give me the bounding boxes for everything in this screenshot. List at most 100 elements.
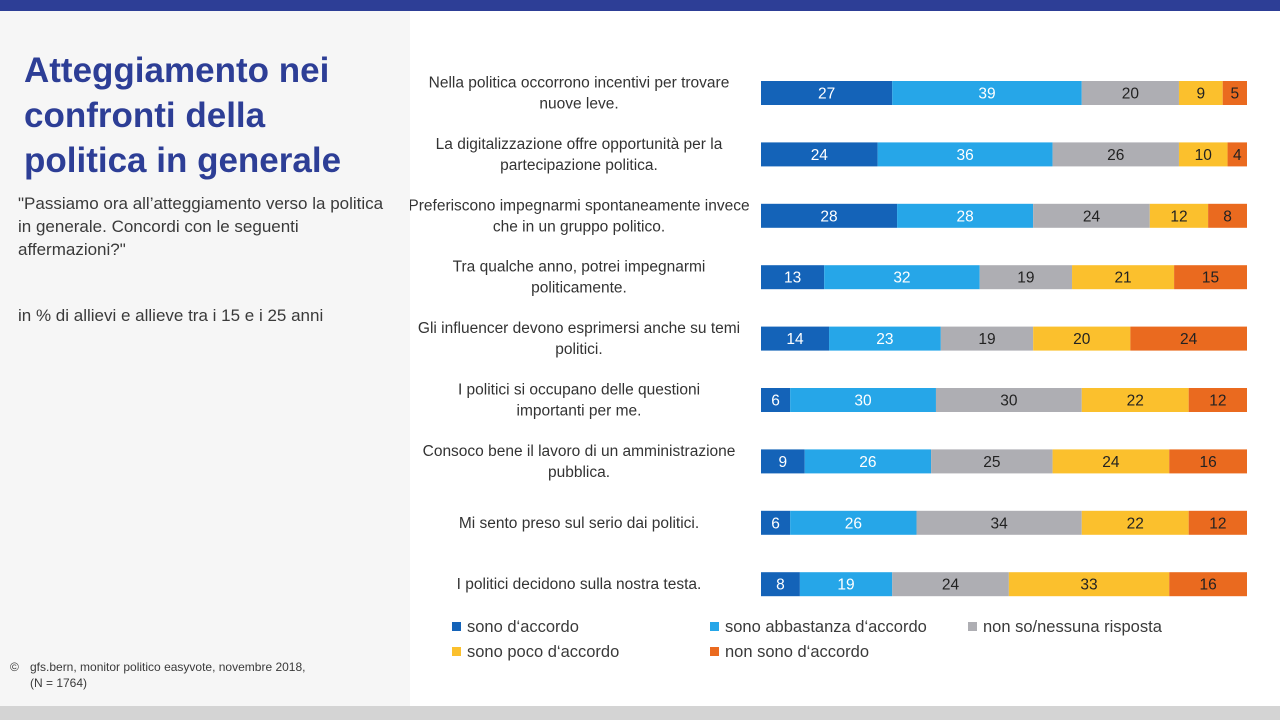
category-label: Mi sento preso sul serio dai politici. bbox=[459, 515, 699, 532]
bar-segment bbox=[1072, 265, 1175, 290]
data-label: 20 bbox=[1122, 86, 1140, 103]
legend-label: non sono d‘accordo bbox=[725, 643, 870, 661]
data-label: 16 bbox=[1199, 454, 1216, 471]
data-label: 24 bbox=[1102, 454, 1120, 471]
data-label: 24 bbox=[1083, 208, 1101, 225]
category-label-line: politici. bbox=[555, 341, 602, 358]
category-label: Preferiscono impegnarmi spontaneamente i… bbox=[410, 197, 750, 235]
bar-segment bbox=[799, 572, 893, 597]
data-label: 19 bbox=[837, 577, 854, 594]
survey-question: "Passiamo ora all’atteggiamento verso la… bbox=[18, 194, 384, 259]
bar-segment bbox=[761, 572, 800, 597]
category-label-line: importanti per me. bbox=[517, 403, 642, 420]
legend-swatch bbox=[452, 647, 461, 656]
bar-segment bbox=[916, 510, 1082, 535]
bar-segment bbox=[892, 81, 1082, 105]
data-label: 10 bbox=[1195, 147, 1213, 164]
bar-segment bbox=[1008, 572, 1170, 597]
bar-segment bbox=[1174, 265, 1247, 290]
category-label: Consoco bene il lavoro di un amministraz… bbox=[423, 443, 736, 481]
category-label-line: Preferiscono impegnarmi spontaneamente i… bbox=[410, 197, 750, 214]
source-line-1: gfs.bern, monitor politico easyvote, nov… bbox=[30, 660, 306, 674]
bar-segment bbox=[790, 510, 917, 535]
data-label: 25 bbox=[983, 454, 1000, 471]
data-label: 30 bbox=[1000, 393, 1018, 410]
data-label: 26 bbox=[1107, 147, 1124, 164]
data-label: 26 bbox=[845, 515, 862, 532]
bar-segment bbox=[1169, 449, 1247, 474]
legend-item: sono d‘accordo bbox=[452, 616, 579, 638]
bar-segment bbox=[1033, 326, 1131, 351]
legend-swatch bbox=[710, 647, 719, 656]
bar-segment bbox=[761, 326, 830, 351]
legend-swatch bbox=[710, 622, 719, 631]
bar-segment bbox=[824, 265, 980, 290]
legend-label: sono abbastanza d‘accordo bbox=[725, 618, 927, 636]
bar-segment bbox=[1188, 388, 1247, 412]
data-label: 30 bbox=[854, 393, 872, 410]
bar-segment bbox=[1130, 326, 1247, 351]
data-label: 9 bbox=[779, 454, 788, 471]
bar-segment bbox=[1081, 510, 1189, 535]
category-label-line: Mi sento preso sul serio dai politici. bbox=[459, 515, 699, 532]
data-label: 36 bbox=[956, 147, 973, 164]
chart-legend: sono d‘accordo sono abbastanza d‘accordo n… bbox=[452, 616, 1252, 668]
data-label: 22 bbox=[1127, 515, 1144, 532]
data-label: 12 bbox=[1170, 208, 1187, 225]
bar-segment bbox=[1081, 388, 1189, 412]
legend-swatch bbox=[968, 622, 977, 631]
data-label: 14 bbox=[786, 331, 804, 348]
bar-segment bbox=[1208, 203, 1247, 228]
data-label: 22 bbox=[1127, 393, 1144, 410]
slide-title: Atteggiamento nei confronti della politi… bbox=[24, 51, 342, 180]
bar-segment bbox=[931, 449, 1053, 474]
category-label: I politici si occupano delle questioni im… bbox=[458, 382, 700, 420]
category-label-line: che in un gruppo politico. bbox=[493, 218, 665, 235]
bar-segment bbox=[1052, 142, 1179, 167]
data-label: 8 bbox=[776, 577, 785, 594]
legend-item: non sono d‘accordo bbox=[710, 641, 869, 663]
category-label: Nella politica occorrono incentivi per t… bbox=[429, 75, 730, 113]
bar-segment bbox=[1227, 142, 1247, 167]
category-label-line: Tra qualche anno, potrei impegnarmi bbox=[453, 259, 706, 276]
data-label: 26 bbox=[859, 454, 876, 471]
unit-note: in % di allievi e allieve tra i 15 e i 2… bbox=[18, 306, 324, 325]
category-label-line: nuove leve. bbox=[539, 96, 618, 113]
bar-segment bbox=[790, 388, 936, 412]
category-label: La digitalizzazione offre opportunità pe… bbox=[436, 136, 723, 174]
legend-item: non so/nessuna risposta bbox=[968, 616, 1162, 638]
category-label-line: Nella politica occorrono incentivi per t… bbox=[429, 75, 730, 92]
legend-label: non so/nessuna risposta bbox=[983, 618, 1162, 636]
copyright-symbol: © bbox=[10, 660, 19, 674]
data-label: 19 bbox=[978, 331, 995, 348]
category-label-line: pubblica. bbox=[548, 464, 610, 481]
category-label-line: I politici decidono sulla nostra testa. bbox=[457, 576, 702, 593]
category-label-line: Gli influencer devono esprimersi anche s… bbox=[418, 320, 740, 337]
bar-segment bbox=[892, 572, 1009, 597]
top-accent-bar bbox=[0, 0, 1280, 11]
category-label: Gli influencer devono esprimersi anche s… bbox=[418, 320, 740, 358]
data-label: 16 bbox=[1199, 577, 1216, 594]
data-label: 39 bbox=[978, 86, 995, 103]
category-label-line: I politici si occupano delle questioni bbox=[458, 382, 700, 399]
data-label: 8 bbox=[1223, 208, 1232, 225]
data-label: 24 bbox=[942, 577, 960, 594]
bar-segment bbox=[761, 449, 805, 474]
bar-segment bbox=[761, 81, 893, 105]
bar-segment bbox=[1033, 203, 1150, 228]
bar-segment bbox=[877, 142, 1053, 167]
category-label-line: Consoco bene il lavoro di un amministraz… bbox=[423, 443, 736, 460]
data-label: 12 bbox=[1209, 515, 1226, 532]
source-line-2: (N = 1764) bbox=[30, 676, 88, 690]
bar-segment bbox=[935, 388, 1082, 412]
bar-segment bbox=[761, 265, 825, 290]
data-label: 28 bbox=[956, 208, 973, 225]
legend-swatch bbox=[452, 622, 461, 631]
bar-segment bbox=[897, 203, 1034, 228]
data-label: 6 bbox=[771, 393, 780, 410]
left-panel bbox=[0, 11, 410, 706]
bar-segment bbox=[761, 203, 898, 228]
bar-segment bbox=[761, 510, 791, 535]
data-label: 24 bbox=[811, 147, 829, 164]
bar-segment bbox=[761, 388, 791, 412]
